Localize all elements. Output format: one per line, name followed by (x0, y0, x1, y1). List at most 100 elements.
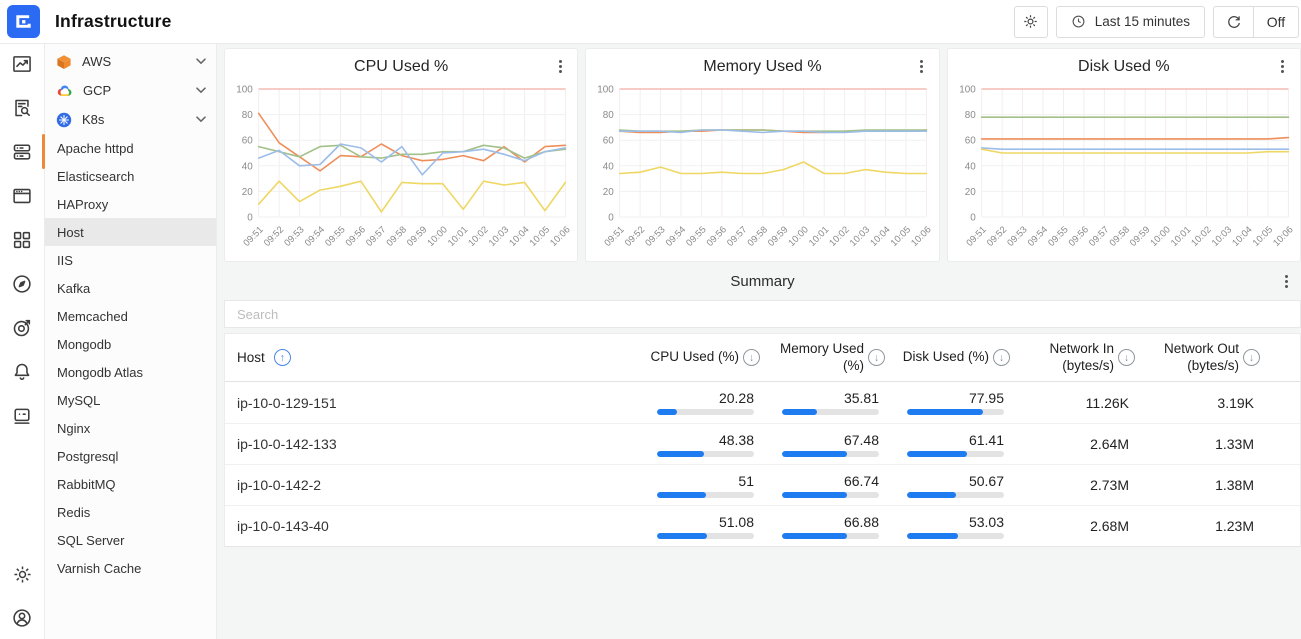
cpu-cell: 51.08 (635, 514, 760, 539)
network-out-cell: 1.23M (1135, 518, 1260, 534)
svg-text:09:51: 09:51 (603, 224, 627, 249)
logo-bracket-icon (13, 11, 34, 32)
rail-item-explore[interactable] (0, 270, 45, 297)
sidebar-item-elasticsearch[interactable]: Elasticsearch (45, 162, 216, 190)
svg-text:09:56: 09:56 (1066, 224, 1090, 249)
svg-text:09:59: 09:59 (405, 224, 429, 249)
host-name[interactable]: ip-10-0-142-2 (225, 477, 635, 493)
network-in-cell: 2.64M (1010, 436, 1135, 452)
rail-item-infrastructure[interactable] (0, 138, 45, 165)
sidebar-item-memcached[interactable]: Memcached (45, 302, 216, 330)
table-body: ip-10-0-129-15120.2835.8177.9511.26K3.19… (225, 382, 1300, 546)
rail-item-dashboards[interactable] (0, 182, 45, 209)
host-name[interactable]: ip-10-0-142-133 (225, 436, 635, 452)
disk-cell: 53.03 (885, 514, 1010, 539)
sidebar-group-gcp[interactable]: GCP (45, 76, 216, 105)
host-name[interactable]: ip-10-0-129-151 (225, 395, 635, 411)
sidebar-item-host[interactable]: Host (45, 218, 216, 246)
rail-item-services[interactable] (0, 226, 45, 253)
disk-value: 77.95 (969, 390, 1004, 406)
summary-menu-button[interactable] (1279, 273, 1293, 289)
time-range-button[interactable]: Last 15 minutes (1056, 6, 1205, 38)
settings-gear-icon (12, 564, 33, 585)
sort-desc-icon[interactable] (868, 349, 885, 366)
column-header-network-in[interactable]: Network In (bytes/s) (1010, 341, 1135, 375)
host-name[interactable]: ip-10-0-143-40 (225, 518, 635, 534)
chart-menu-button[interactable] (915, 58, 929, 74)
auto-refresh-toggle-button[interactable]: Off (1253, 6, 1299, 38)
rail-item-alerts[interactable] (0, 358, 45, 385)
memory-value: 35.81 (844, 390, 879, 406)
sidebar-item-redis[interactable]: Redis (45, 498, 216, 526)
svg-text:09:57: 09:57 (725, 224, 749, 249)
search-input[interactable] (224, 300, 1301, 328)
gcp-cloud-icon (56, 84, 73, 98)
sidebar-item-haproxy[interactable]: HAProxy (45, 190, 216, 218)
sidebar-item-nginx[interactable]: Nginx (45, 414, 216, 442)
sort-desc-icon[interactable] (1243, 349, 1260, 366)
sort-asc-icon[interactable] (274, 349, 291, 366)
sidebar-item-iis[interactable]: IIS (45, 246, 216, 274)
svg-text:10:03: 10:03 (848, 224, 872, 249)
network-in-cell: 11.26K (1010, 395, 1135, 411)
settings-button[interactable] (1014, 6, 1048, 38)
cpu-cell: 51 (635, 473, 760, 498)
time-range-label: Last 15 minutes (1095, 14, 1190, 29)
sort-desc-icon[interactable] (993, 349, 1010, 366)
column-header-host[interactable]: Host (225, 349, 635, 366)
table-row[interactable]: ip-10-0-142-25166.7450.672.73M1.38M (225, 464, 1300, 505)
sort-desc-icon[interactable] (743, 349, 760, 366)
rail-item-goals[interactable] (0, 314, 45, 341)
sidebar-group-label: AWS (82, 54, 111, 69)
sort-desc-icon[interactable] (1118, 349, 1135, 366)
rail-item-account[interactable] (0, 604, 45, 631)
top-bar: Infrastructure Last 15 minutes (0, 0, 1301, 44)
table-row[interactable]: ip-10-0-129-15120.2835.8177.9511.26K3.19… (225, 382, 1300, 423)
chart-menu-button[interactable] (1276, 58, 1290, 74)
svg-text:09:55: 09:55 (685, 224, 709, 249)
sidebar-item-mysql[interactable]: MySQL (45, 386, 216, 414)
rail-item-bot[interactable] (0, 402, 45, 429)
network-in-value: 11.26K (1086, 395, 1129, 411)
svg-text:40: 40 (603, 161, 614, 172)
refresh-button[interactable] (1213, 6, 1253, 38)
svg-text:09:57: 09:57 (364, 224, 388, 249)
table-row[interactable]: ip-10-0-143-4051.0866.8853.032.68M1.23M (225, 505, 1300, 546)
column-header-disk[interactable]: Disk Used (%) (885, 349, 1010, 366)
memory-cell: 67.48 (760, 432, 885, 457)
chart-title: Disk Used % (948, 58, 1300, 76)
sidebar-group-k8s[interactable]: K8s (45, 105, 216, 134)
sidebar-group-aws[interactable]: AWS (45, 47, 216, 76)
rail-item-settings[interactable] (0, 561, 45, 588)
svg-text:10:03: 10:03 (1209, 224, 1233, 249)
cpu-cell: 20.28 (635, 390, 760, 415)
rail-item-logs[interactable] (0, 94, 45, 121)
disk-value: 53.03 (969, 514, 1004, 530)
disk-bar (907, 409, 1004, 415)
sidebar-item-varnish-cache[interactable]: Varnish Cache (45, 554, 216, 582)
column-header-network-out[interactable]: Network Out (bytes/s) (1135, 341, 1260, 375)
column-header-memory[interactable]: Memory Used (%) (760, 341, 885, 375)
svg-text:09:55: 09:55 (323, 224, 347, 249)
services-grid-icon (11, 229, 33, 251)
sidebar-item-apache-httpd[interactable]: Apache httpd (45, 134, 216, 162)
svg-text:20: 20 (242, 187, 253, 198)
sidebar-item-rabbitmq[interactable]: RabbitMQ (45, 470, 216, 498)
sidebar-item-kafka[interactable]: Kafka (45, 274, 216, 302)
column-header-cpu[interactable]: CPU Used (%) (635, 349, 760, 366)
sidebar-item-mongodb-atlas[interactable]: Mongodb Atlas (45, 358, 216, 386)
sidebar-item-sql-server[interactable]: SQL Server (45, 526, 216, 554)
sidebar-item-postgresql[interactable]: Postgresql (45, 442, 216, 470)
svg-text:60: 60 (603, 136, 614, 147)
chevron-down-icon (196, 58, 206, 65)
table-row[interactable]: ip-10-0-142-13348.3867.4861.412.64M1.33M (225, 423, 1300, 464)
account-icon (11, 607, 33, 629)
app-logo[interactable] (7, 5, 40, 38)
svg-text:09:56: 09:56 (344, 224, 368, 249)
disk-value: 50.67 (969, 473, 1004, 489)
svg-text:0: 0 (247, 212, 253, 223)
chart-menu-button[interactable] (553, 58, 567, 74)
svg-text:10:01: 10:01 (446, 224, 470, 249)
rail-item-metrics[interactable] (0, 50, 45, 77)
sidebar-item-mongodb[interactable]: Mongodb (45, 330, 216, 358)
